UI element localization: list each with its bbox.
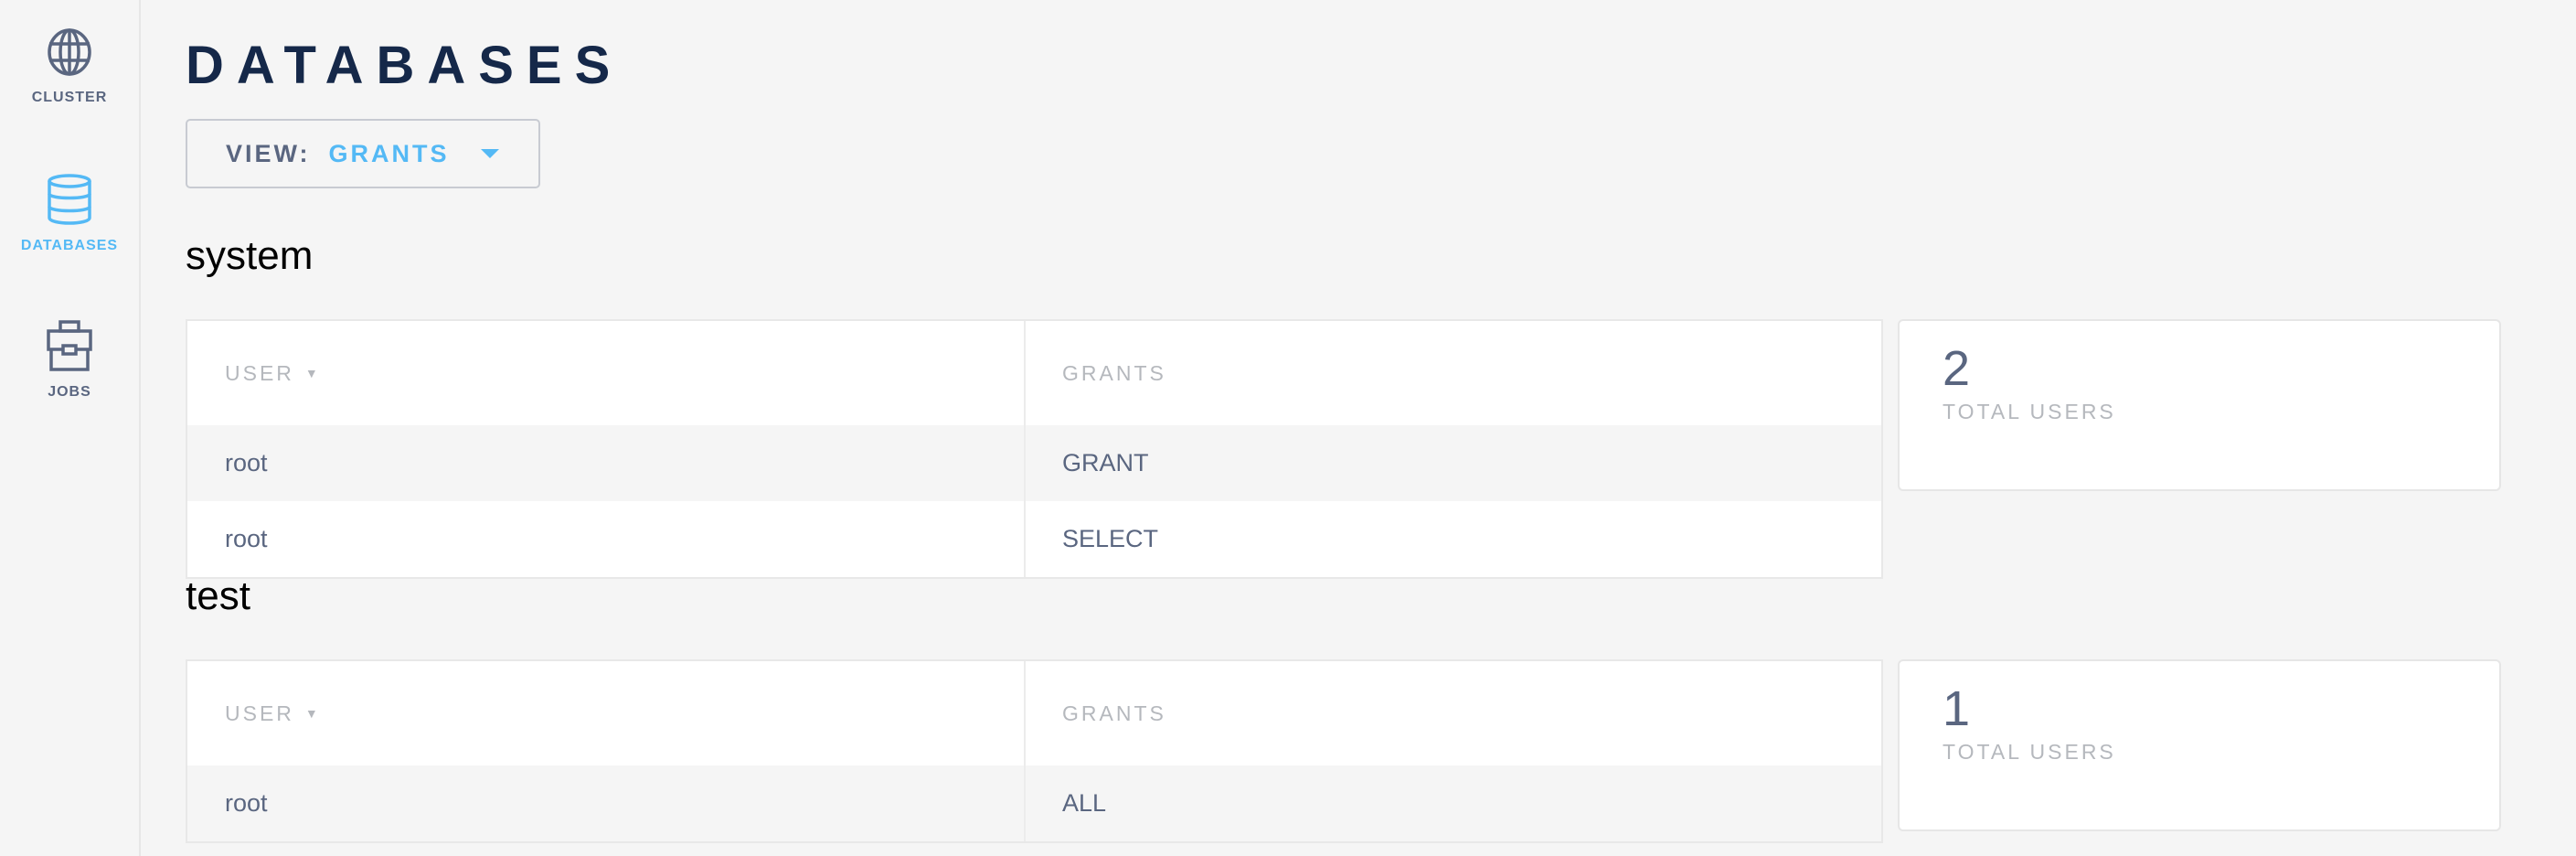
sidebar-item-databases[interactable]: DATABASES: [0, 174, 139, 254]
column-header-grants[interactable]: GRANTS: [1062, 360, 1166, 385]
table-header: USER ▼ GRANTS: [187, 661, 1881, 765]
table-header: USER ▼ GRANTS: [187, 321, 1881, 425]
sidebar-item-jobs[interactable]: JOBS: [0, 320, 139, 401]
sort-down-icon: ▼: [304, 706, 318, 721]
sort-down-icon: ▼: [304, 366, 318, 380]
column-header-user[interactable]: USER ▼: [187, 321, 1026, 425]
database-icon: [48, 174, 91, 225]
sidebar-item-cluster[interactable]: CLUSTER: [0, 27, 139, 106]
sidebar-item-label: DATABASES: [20, 238, 119, 253]
view-value: GRANTS: [328, 139, 450, 167]
view-dropdown[interactable]: VIEW: GRANTS: [186, 119, 540, 188]
grants-table: USER ▼ GRANTS root GRANT root SELECT: [186, 319, 1883, 579]
caret-down-icon: [480, 149, 499, 158]
cell-grant: SELECT: [1062, 525, 1159, 552]
sidebar-item-label: JOBS: [48, 384, 91, 400]
table-row: root SELECT: [187, 501, 1881, 577]
globe-icon: [48, 28, 91, 76]
view-label: VIEW:: [226, 139, 311, 167]
database-name: system: [186, 233, 314, 278]
grants-table: USER ▼ GRANTS root ALL: [186, 659, 1883, 843]
cell-user: root: [187, 765, 1026, 841]
database-name: test: [186, 573, 250, 618]
total-users-count: 1: [1943, 681, 1971, 736]
total-users-label: TOTAL USERS: [1943, 400, 2116, 423]
table-row: root ALL: [187, 765, 1881, 841]
total-users-card: 2 TOTAL USERS: [1898, 319, 2501, 491]
briefcase-icon: [47, 320, 92, 371]
cell-grant: ALL: [1062, 789, 1107, 817]
page-title: DATABASES: [186, 36, 623, 95]
sidebar-item-label: CLUSTER: [31, 90, 108, 105]
total-users-count: 2: [1943, 341, 1971, 396]
total-users-card: 1 TOTAL USERS: [1898, 659, 2501, 831]
table-row: root GRANT: [187, 425, 1881, 501]
cell-user: root: [187, 425, 1026, 501]
column-header-grants[interactable]: GRANTS: [1062, 701, 1166, 725]
cell-user: root: [187, 501, 1026, 577]
column-header-user[interactable]: USER ▼: [187, 661, 1026, 765]
total-users-label: TOTAL USERS: [1943, 740, 2116, 764]
cell-grant: GRANT: [1062, 449, 1149, 476]
sidebar: CLUSTER DATABASES JOBS: [0, 0, 141, 856]
